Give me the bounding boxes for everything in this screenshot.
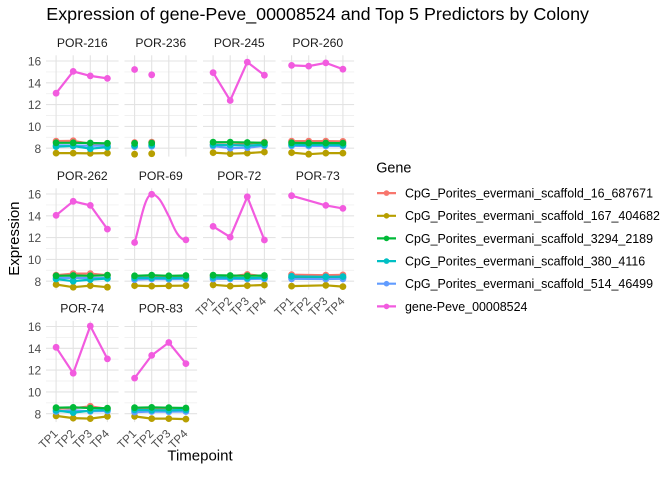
svg-text:Timepoint: Timepoint <box>167 448 233 465</box>
svg-text:14: 14 <box>28 76 42 90</box>
svg-text:CpG_Porites_evermani_scaffold_: CpG_Porites_evermani_scaffold_514_46499 <box>405 277 653 291</box>
svg-text:POR-236: POR-236 <box>135 36 186 50</box>
svg-text:12: 12 <box>28 231 42 245</box>
svg-text:POR-74: POR-74 <box>60 302 104 316</box>
svg-text:POR-69: POR-69 <box>139 169 183 183</box>
svg-text:CpG_Porites_evermani_scaffold_: CpG_Porites_evermani_scaffold_3294_2189 <box>405 232 653 246</box>
svg-text:14: 14 <box>28 342 42 356</box>
svg-text:16: 16 <box>28 188 42 202</box>
svg-text:Gene: Gene <box>376 161 411 177</box>
svg-text:POR-216: POR-216 <box>57 36 108 50</box>
svg-text:POR-262: POR-262 <box>57 169 108 183</box>
svg-text:16: 16 <box>28 320 42 334</box>
svg-text:10: 10 <box>28 120 42 134</box>
svg-text:8: 8 <box>35 407 42 421</box>
svg-text:POR-260: POR-260 <box>292 36 343 50</box>
svg-text:CpG_Porites_evermani_scaffold_: CpG_Porites_evermani_scaffold_167_404682 <box>405 209 660 223</box>
svg-text:8: 8 <box>35 275 42 289</box>
svg-text:12: 12 <box>28 364 42 378</box>
svg-text:Expression: Expression <box>6 201 23 275</box>
svg-text:POR-245: POR-245 <box>214 36 265 50</box>
svg-text:gene-Peve_00008524: gene-Peve_00008524 <box>405 300 527 314</box>
svg-text:POR-83: POR-83 <box>139 302 183 316</box>
svg-text:16: 16 <box>28 55 42 69</box>
svg-text:14: 14 <box>28 209 42 223</box>
svg-text:8: 8 <box>35 142 42 156</box>
svg-text:POR-73: POR-73 <box>296 169 340 183</box>
svg-text:Expression of gene-Peve_000085: Expression of gene-Peve_00008524 and Top… <box>46 4 589 25</box>
svg-text:12: 12 <box>28 98 42 112</box>
svg-text:CpG_Porites_evermani_scaffold_: CpG_Porites_evermani_scaffold_380_4116 <box>405 254 645 268</box>
svg-text:CpG_Porites_evermani_scaffold_: CpG_Porites_evermani_scaffold_16_687671 <box>405 186 653 200</box>
svg-text:10: 10 <box>28 253 42 267</box>
svg-text:10: 10 <box>28 386 42 400</box>
svg-text:POR-72: POR-72 <box>217 169 261 183</box>
